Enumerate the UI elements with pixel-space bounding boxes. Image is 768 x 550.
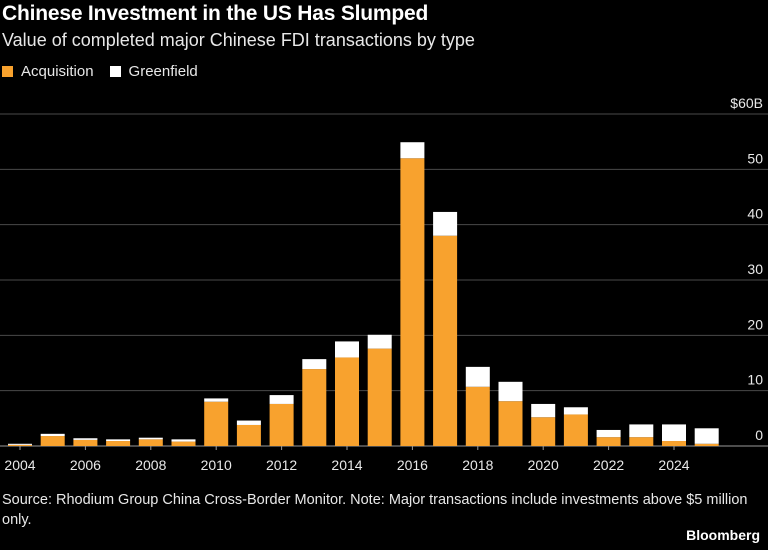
bar-acquisition-2007 (106, 441, 131, 446)
bar-acquisition-2013 (302, 369, 327, 446)
bar-acquisition-2005 (40, 436, 65, 446)
legend-item-acquisition: Acquisition (2, 63, 94, 80)
bar-acquisition-2022 (596, 437, 621, 446)
bar-greenfield-2020 (531, 403, 556, 418)
bar-acquisition-2009 (171, 441, 196, 446)
bar-chart: 0 10 20 30 40 50 $60B 2004 2006 2008 2010 2012 2014… (0, 95, 768, 473)
bar-acquisition-2008 (138, 439, 163, 446)
y-tick-label: 0 (755, 427, 763, 443)
chart-subtitle: Value of completed major Chinese FDI tra… (2, 30, 475, 50)
y-tick-label: $60B (730, 95, 763, 111)
bar-greenfield-2017 (433, 211, 458, 236)
x-tick-label: 2010 (201, 457, 232, 473)
x-tick-label: 2004 (4, 457, 35, 473)
legend-label-greenfield: Greenfield (128, 63, 198, 80)
x-tick-label: 2008 (135, 457, 166, 473)
legend: Acquisition Greenfield (2, 63, 214, 80)
bar-acquisition-2016 (400, 158, 425, 446)
bars (8, 142, 719, 446)
source-note: Source: Rhodium Group China Cross-Border… (2, 492, 748, 528)
bar-greenfield-2006 (73, 438, 98, 440)
bar-greenfield-2012 (269, 395, 294, 404)
bar-greenfield-2004 (8, 443, 32, 445)
bar-acquisition-2012 (269, 403, 294, 446)
bar-acquisition-2006 (73, 439, 98, 446)
bar-greenfield-2008 (138, 437, 163, 440)
bar-acquisition-2014 (335, 357, 359, 446)
bar-greenfield-2005 (40, 433, 65, 437)
legend-label-acquisition: Acquisition (21, 63, 94, 80)
y-tick-label: 50 (747, 150, 763, 166)
legend-item-greenfield: Greenfield (109, 63, 198, 80)
bar-greenfield-2011 (236, 420, 261, 425)
bar-greenfield-2007 (106, 439, 131, 442)
legend-swatch-greenfield (109, 66, 121, 77)
bar-greenfield-2025 (694, 428, 719, 444)
bar-greenfield-2019 (498, 381, 523, 402)
bar-greenfield-2022 (596, 429, 621, 438)
x-tick-label: 2014 (331, 457, 362, 473)
bar-greenfield-2010 (204, 398, 229, 402)
x-tick-label: 2012 (266, 457, 297, 473)
y-tick-label: 10 (747, 372, 763, 388)
bar-acquisition-2018 (465, 386, 490, 446)
bar-acquisition-2017 (433, 235, 458, 446)
x-tick-label: 2024 (658, 457, 689, 473)
bar-greenfield-2014 (335, 341, 359, 358)
bar-acquisition-2019 (498, 401, 523, 446)
bar-greenfield-2013 (302, 359, 327, 370)
bar-acquisition-2010 (204, 401, 229, 446)
y-tick-labels: 0 10 20 30 40 50 $60B (730, 95, 763, 443)
bar-greenfield-2023 (629, 424, 654, 438)
bar-acquisition-2024 (662, 441, 686, 446)
bar-acquisition-2023 (629, 437, 654, 446)
bar-acquisition-2025 (694, 443, 719, 446)
x-tick-labels: 2004 2006 2008 2010 2012 2014 2016 2018 2020 2022… (4, 446, 690, 473)
bar-acquisition-2021 (563, 414, 588, 446)
bar-acquisition-2020 (531, 417, 556, 446)
bar-greenfield-2015 (367, 334, 392, 349)
x-tick-label: 2018 (462, 457, 493, 473)
x-tick-label: 2006 (70, 457, 101, 473)
x-tick-label: 2022 (593, 457, 624, 473)
bar-greenfield-2016 (400, 142, 425, 159)
y-tick-label: 30 (747, 261, 763, 277)
x-tick-label: 2016 (397, 457, 428, 473)
bar-acquisition-2011 (236, 424, 261, 446)
legend-swatch-acquisition (2, 66, 13, 77)
bar-acquisition-2015 (367, 348, 392, 446)
bar-acquisition-2004 (8, 444, 32, 446)
bar-greenfield-2024 (662, 424, 686, 442)
bar-greenfield-2009 (171, 439, 196, 442)
brand-logo: Bloomberg (686, 527, 760, 543)
y-tick-label: 20 (747, 316, 763, 332)
bar-greenfield-2018 (465, 366, 490, 387)
y-tick-label: 40 (747, 206, 763, 222)
chart-title: Chinese Investment in the US Has Slumped (2, 2, 429, 25)
x-tick-label: 2020 (528, 457, 559, 473)
bar-greenfield-2021 (563, 407, 588, 415)
